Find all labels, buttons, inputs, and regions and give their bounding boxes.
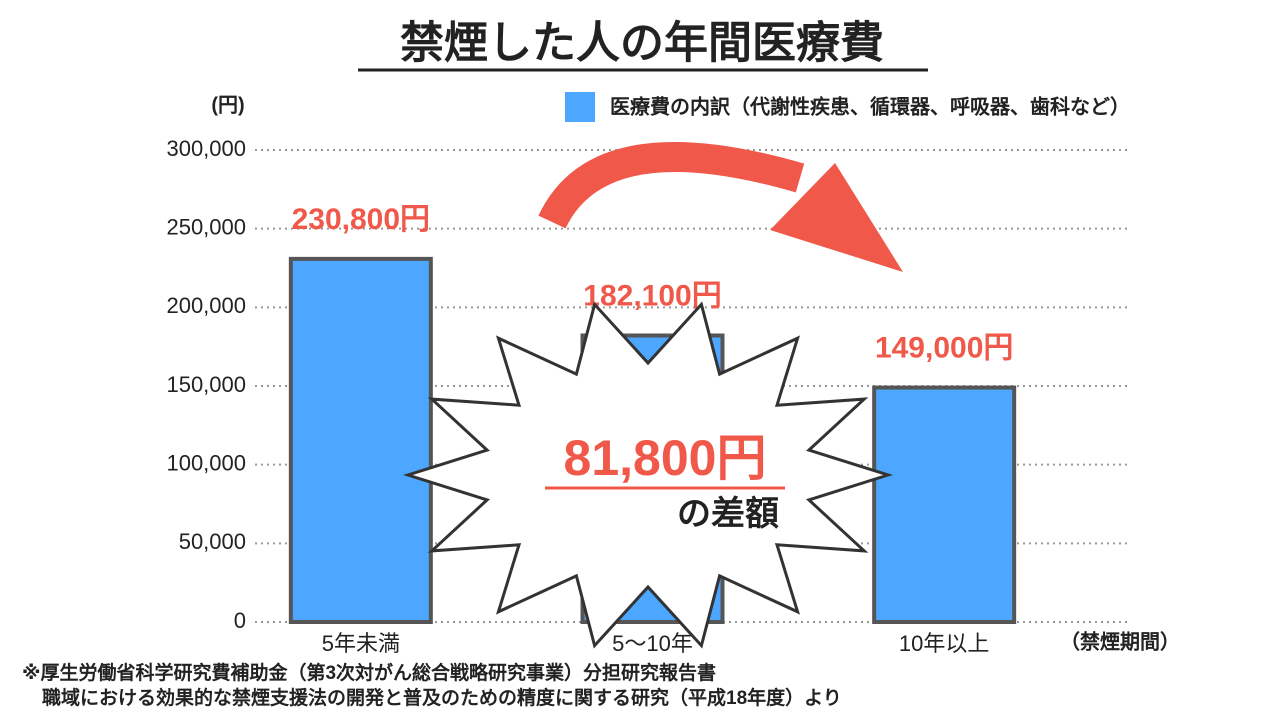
- x-tick-label: 5〜10年: [612, 631, 693, 656]
- footnote: 職域における効果的な禁煙支援法の開発と普及のための精度に関する研究（平成18年度…: [42, 686, 842, 709]
- value-label: 149,000円: [875, 331, 1013, 364]
- chart-title: 禁煙した人の年間医療費: [400, 19, 884, 68]
- bar: [288, 256, 433, 624]
- x-axis-label: （禁煙期間）: [1060, 630, 1180, 653]
- value-label: 230,800円: [292, 203, 430, 236]
- y-axis-label: (円): [211, 94, 244, 116]
- x-tick-label: 10年以上: [899, 631, 989, 656]
- x-tick-label: 5年未満: [322, 631, 400, 656]
- y-tick-label: 0: [234, 608, 246, 633]
- arrow-body: [538, 142, 805, 229]
- y-tick-label: 50,000: [179, 529, 246, 554]
- y-tick-label: 100,000: [166, 450, 246, 475]
- bar: [872, 385, 1017, 624]
- y-tick-label: 300,000: [166, 136, 246, 161]
- y-tick-label: 250,000: [166, 214, 246, 239]
- legend-swatch: [565, 92, 595, 122]
- annotation-text: の差額: [677, 495, 779, 533]
- footnote: ※厚生労働省科学研究費補助金（第3次対がん総合戦略研究事業）分担研究報告書: [22, 661, 716, 684]
- y-tick-label: 150,000: [166, 372, 246, 397]
- starburst: [403, 301, 893, 649]
- y-tick-label: 200,000: [166, 293, 246, 318]
- legend-label: 医療費の内訳（代謝性疾患、循環器、呼吸器、歯科など）: [610, 94, 1130, 118]
- arrow-head: [770, 163, 903, 272]
- annotation-amount: 81,800円: [564, 430, 767, 486]
